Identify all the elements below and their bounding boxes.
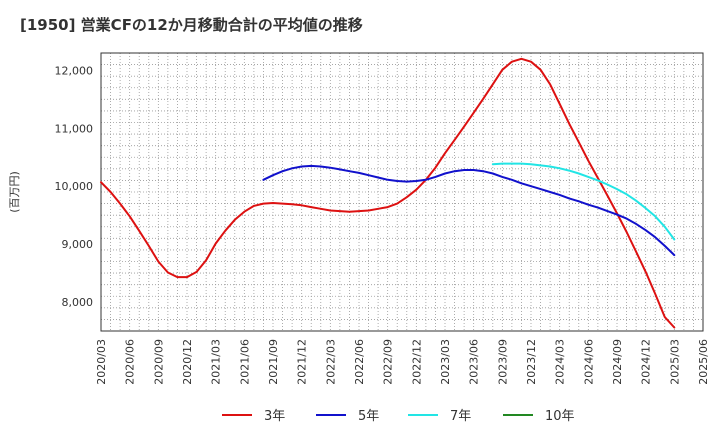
x-tick-label: 2020/06 bbox=[124, 339, 137, 385]
x-tick-label: 2022/09 bbox=[382, 339, 395, 385]
x-tick-label: 2022/06 bbox=[353, 339, 366, 385]
x-tick-label: 2025/03 bbox=[668, 339, 681, 385]
x-tick-label: 2023/06 bbox=[468, 339, 481, 385]
x-tick-label: 2023/12 bbox=[525, 339, 538, 385]
x-tick-label: 2021/09 bbox=[267, 339, 280, 385]
x-tick-label: 2021/03 bbox=[210, 339, 223, 385]
legend-label: 7年 bbox=[450, 409, 471, 424]
y-tick-label: 9,000 bbox=[62, 238, 94, 251]
x-tick-label: 2025/06 bbox=[697, 339, 710, 385]
legend-label: 10年 bbox=[545, 409, 575, 424]
series-line bbox=[491, 162, 676, 241]
x-tick-label: 2024/12 bbox=[640, 339, 653, 385]
legend-label: 5年 bbox=[358, 409, 379, 424]
x-tick-label: 2024/09 bbox=[611, 339, 624, 385]
x-tick-label: 2021/12 bbox=[296, 339, 309, 385]
y-tick-label: 10,000 bbox=[55, 180, 94, 193]
x-tick-label: 2022/12 bbox=[410, 339, 423, 385]
x-tick-label: 2021/06 bbox=[238, 339, 251, 385]
y-axis-label: (百万円) bbox=[8, 171, 21, 213]
x-tick-label: 2020/03 bbox=[95, 339, 108, 385]
y-tick-label: 12,000 bbox=[55, 64, 94, 77]
series-line bbox=[262, 164, 676, 257]
chart-title: [1950] 営業CFの12か月移動合計の平均値の推移 bbox=[20, 16, 363, 34]
x-tick-label: 2022/03 bbox=[324, 339, 337, 385]
y-tick-label: 8,000 bbox=[62, 296, 94, 309]
plot-frame bbox=[100, 52, 704, 332]
x-tick-label: 2024/06 bbox=[582, 339, 595, 385]
legend-label: 3年 bbox=[264, 409, 285, 424]
x-tick-label: 2020/09 bbox=[152, 339, 165, 385]
y-tick-label: 11,000 bbox=[55, 122, 94, 135]
x-tick-label: 2023/09 bbox=[496, 339, 509, 385]
series-line bbox=[100, 57, 676, 329]
x-tick-label: 2020/12 bbox=[181, 339, 194, 385]
x-tick-label: 2023/03 bbox=[439, 339, 452, 385]
x-tick-label: 2024/03 bbox=[554, 339, 567, 385]
